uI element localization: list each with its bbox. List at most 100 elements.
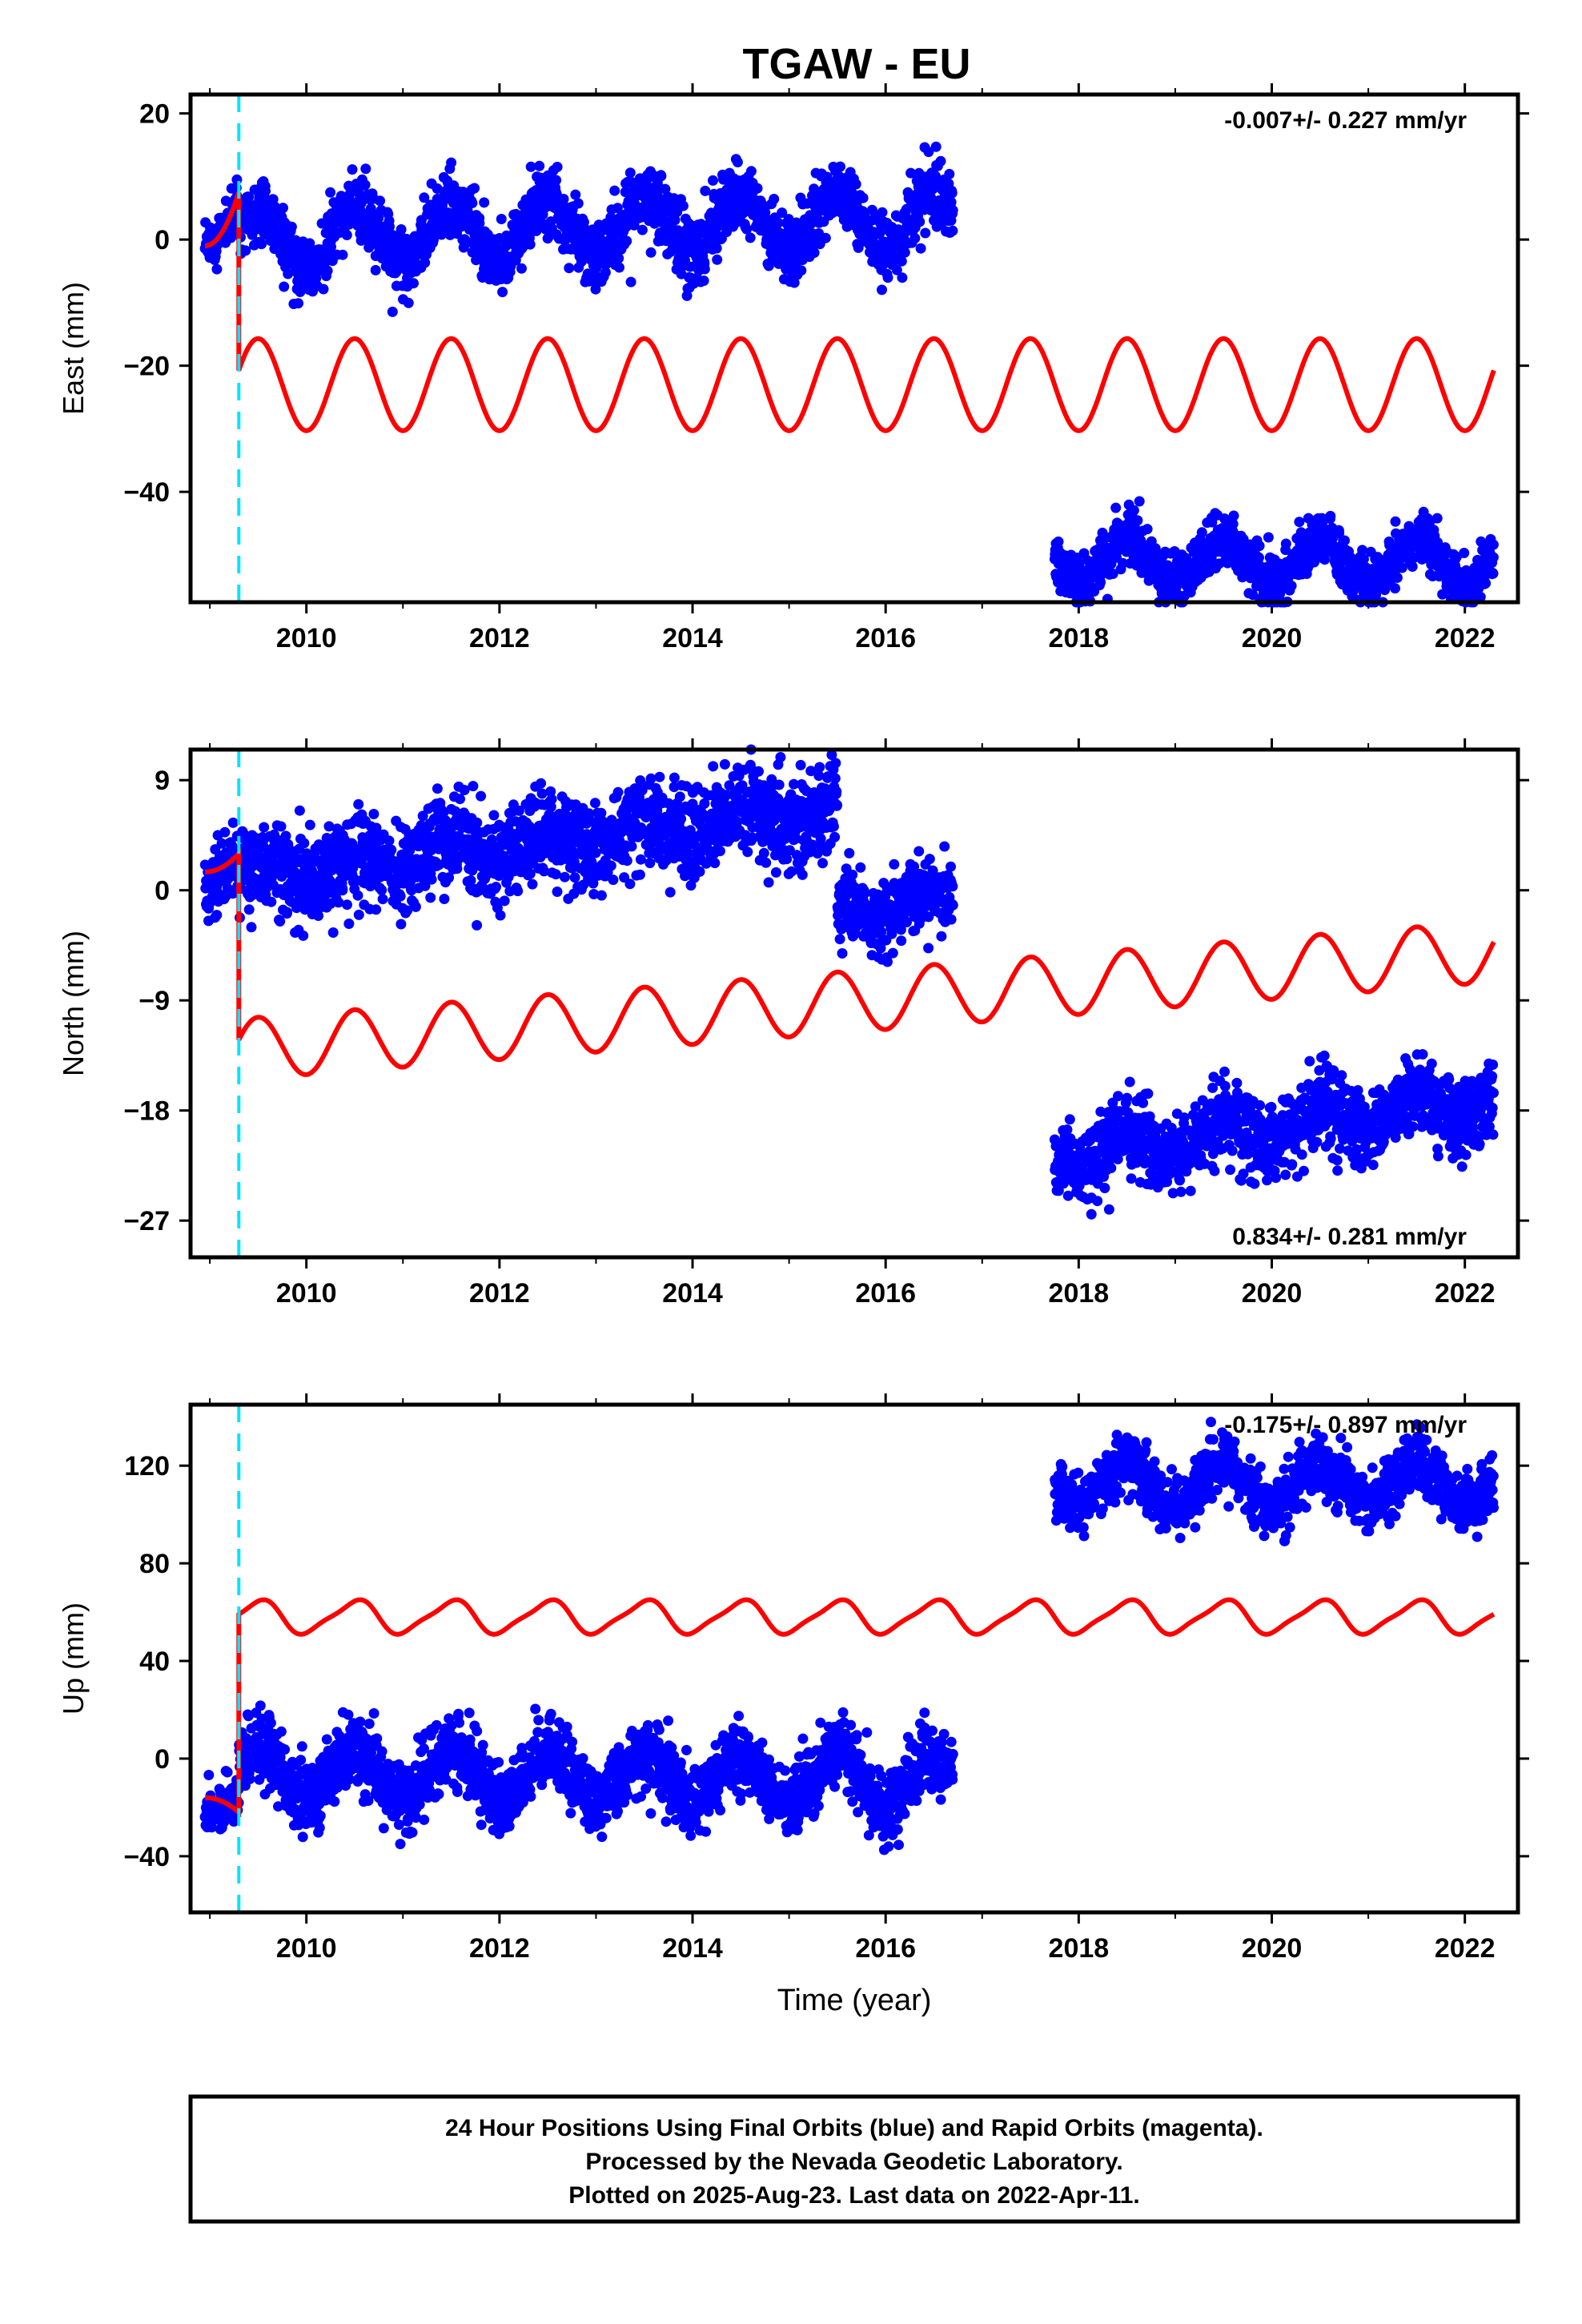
data-point bbox=[1263, 532, 1274, 543]
data-point bbox=[1390, 583, 1400, 594]
data-point bbox=[353, 909, 364, 920]
data-point bbox=[455, 794, 465, 805]
data-point bbox=[745, 232, 756, 243]
data-point bbox=[283, 268, 294, 279]
x-tick-label: 2016 bbox=[855, 623, 916, 653]
data-point bbox=[1134, 496, 1145, 507]
x-tick-label: 2018 bbox=[1049, 1278, 1110, 1309]
data-point bbox=[1391, 572, 1403, 583]
data-point bbox=[1459, 548, 1470, 558]
data-point bbox=[534, 160, 545, 171]
data-point bbox=[469, 183, 480, 194]
east-points bbox=[199, 141, 1499, 608]
data-point bbox=[698, 275, 709, 286]
data-point bbox=[479, 197, 490, 208]
data-point bbox=[1390, 516, 1401, 527]
x-tick-label: 2012 bbox=[469, 623, 530, 653]
data-point bbox=[259, 822, 270, 833]
data-point bbox=[497, 287, 508, 298]
data-point bbox=[373, 212, 384, 223]
data-point bbox=[625, 276, 636, 287]
chart-title: TGAW - EU bbox=[743, 40, 971, 88]
data-point bbox=[546, 794, 557, 805]
data-point bbox=[499, 895, 510, 907]
data-point bbox=[420, 257, 431, 268]
data-point bbox=[294, 805, 305, 816]
data-point bbox=[1325, 510, 1336, 521]
data-point bbox=[745, 166, 757, 177]
data-point bbox=[1196, 527, 1207, 538]
data-point bbox=[342, 899, 352, 911]
x-tick-label: 2010 bbox=[276, 1278, 337, 1309]
data-point bbox=[626, 841, 637, 852]
data-point bbox=[231, 174, 243, 185]
y-tick-label: −18 bbox=[123, 1096, 170, 1127]
data-point bbox=[665, 887, 676, 898]
x-tick-label: 2010 bbox=[276, 623, 337, 653]
data-point bbox=[474, 218, 485, 229]
data-point bbox=[947, 205, 958, 216]
y-tick-label: −40 bbox=[123, 477, 170, 508]
data-point bbox=[403, 297, 414, 308]
data-point bbox=[278, 203, 288, 214]
data-point bbox=[1128, 505, 1139, 516]
data-point bbox=[882, 272, 893, 283]
data-point bbox=[337, 249, 348, 260]
data-point bbox=[256, 239, 267, 250]
y-tick-label: 20 bbox=[139, 99, 170, 130]
data-point bbox=[732, 157, 743, 167]
data-point bbox=[386, 844, 397, 855]
data-point bbox=[347, 164, 358, 175]
data-point bbox=[396, 919, 407, 930]
data-point bbox=[769, 194, 780, 204]
data-point bbox=[1488, 552, 1499, 563]
data-point bbox=[304, 819, 315, 830]
data-point bbox=[384, 221, 395, 232]
data-point bbox=[645, 247, 656, 258]
east-rate-label: -0.007+/- 0.227 mm/yr bbox=[1224, 107, 1467, 134]
data-point bbox=[559, 871, 570, 883]
data-point bbox=[605, 860, 616, 871]
data-point bbox=[227, 817, 239, 828]
data-point bbox=[877, 284, 887, 296]
data-point bbox=[419, 192, 430, 203]
data-point bbox=[275, 916, 286, 927]
data-point bbox=[279, 281, 290, 292]
data-point bbox=[368, 809, 379, 819]
data-point bbox=[621, 235, 632, 247]
x-tick-label: 2020 bbox=[1242, 623, 1303, 653]
data-point bbox=[596, 807, 607, 818]
data-point bbox=[376, 885, 387, 895]
data-point bbox=[240, 245, 251, 256]
data-point bbox=[614, 262, 624, 273]
data-point bbox=[699, 263, 710, 275]
data-point bbox=[609, 185, 620, 196]
data-point bbox=[1294, 517, 1305, 528]
data-point bbox=[656, 171, 667, 182]
data-point bbox=[613, 253, 624, 263]
data-point bbox=[920, 227, 931, 239]
data-point bbox=[524, 239, 536, 250]
y-tick-label: 9 bbox=[155, 766, 170, 796]
data-point bbox=[857, 192, 869, 203]
data-point bbox=[624, 167, 636, 179]
data-point bbox=[719, 758, 730, 770]
data-point bbox=[211, 263, 223, 275]
data-point bbox=[467, 198, 478, 208]
data-point bbox=[550, 869, 561, 880]
data-point bbox=[694, 866, 705, 877]
data-point bbox=[1228, 510, 1239, 521]
data-point bbox=[343, 919, 355, 929]
data-point bbox=[877, 207, 888, 218]
data-point bbox=[564, 263, 575, 274]
data-point bbox=[636, 224, 648, 235]
data-point bbox=[298, 930, 309, 941]
data-point bbox=[375, 195, 386, 207]
data-point bbox=[476, 790, 487, 802]
data-point bbox=[465, 875, 476, 886]
data-point bbox=[674, 791, 685, 802]
data-point bbox=[669, 772, 680, 783]
